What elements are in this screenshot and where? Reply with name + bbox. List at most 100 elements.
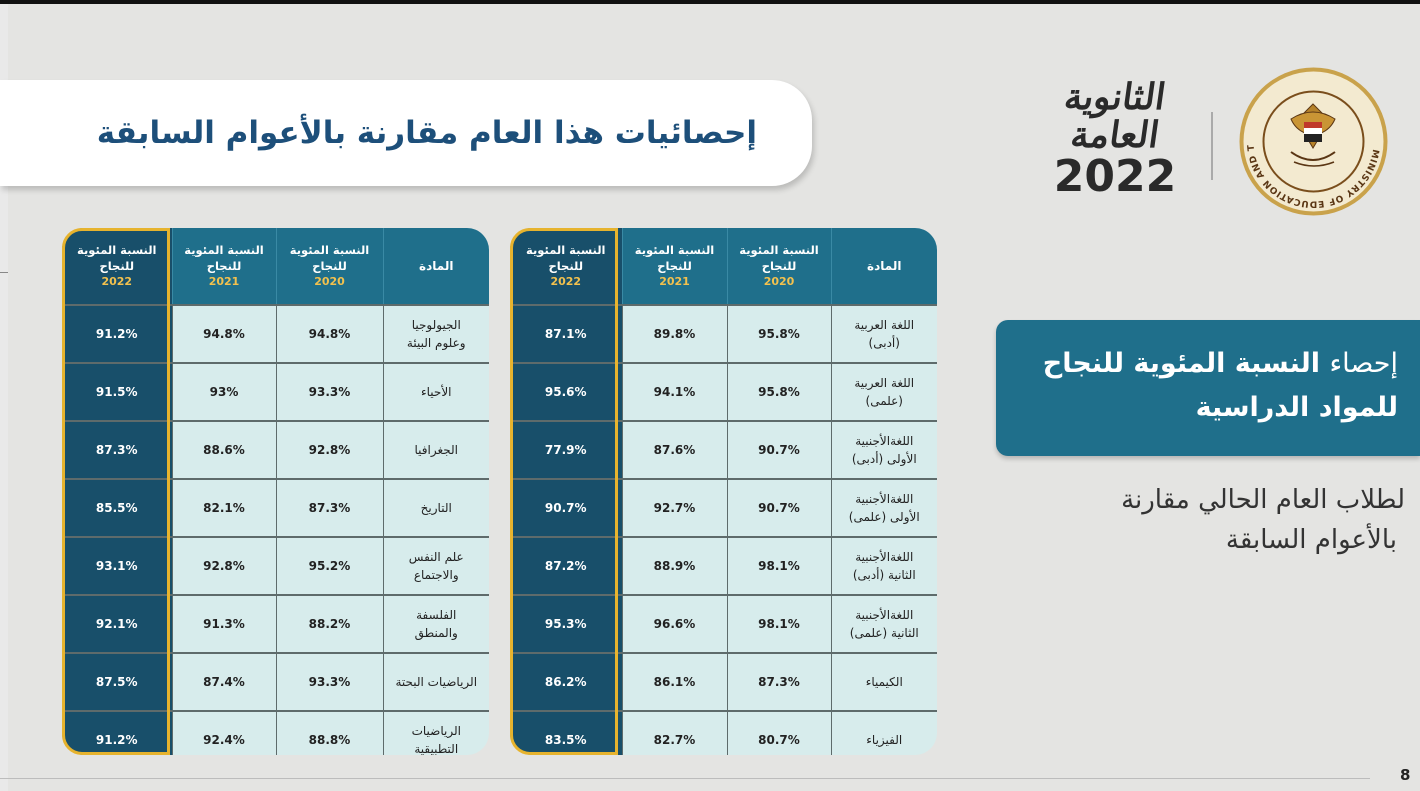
subject-cell: التاريخ	[382, 478, 489, 537]
value-2020: 95.8%	[726, 304, 831, 363]
value-2021: 92.7%	[621, 478, 727, 537]
value-2020: 87.3%	[275, 478, 383, 537]
page-number: 8	[1400, 766, 1411, 784]
table-row: الفلسفة والمنطق 88.2% 91.3% 92.1%	[62, 594, 489, 653]
table-row: اللغة العربية (أدبى) 95.8% 89.8% 87.1%	[510, 304, 937, 363]
subject-cell: علم النفس والاجتماع	[382, 536, 489, 595]
value-2020: 95.2%	[275, 536, 383, 595]
header-subject: المادة	[382, 228, 489, 305]
caption-line1-bold: النسبة المئوية للنجاح	[1042, 348, 1321, 379]
header-2022: النسبة المئوية للنجاح 2022	[510, 228, 622, 305]
subject-cell: اللغة العربية (علمى)	[830, 362, 937, 421]
subject-cell: الفلسفة والمنطق	[382, 594, 489, 653]
subject-cell: الجيولوجيا وعلوم البيئة	[382, 304, 489, 363]
value-2020: 87.3%	[726, 652, 831, 711]
table-row: الأحياء 93.3% 93% 91.5%	[62, 362, 489, 421]
value-2020: 90.7%	[726, 420, 831, 479]
value-2022: 77.9%	[510, 420, 622, 479]
subject-cell: الأحياء	[382, 362, 489, 421]
value-2022: 87.3%	[62, 420, 172, 479]
value-2022: 85.5%	[62, 478, 172, 537]
ministry-seal-icon: MINISTRY OF EDUCATION AND TECHNICAL EDUC…	[1236, 64, 1388, 216]
subtitle-line2: بالأعوام السابقة	[1225, 525, 1397, 555]
subtitle-text: لطلاب العام الحالي مقارنة بالأعوام الساب…	[1080, 480, 1405, 560]
value-2021: 91.3%	[171, 594, 276, 653]
value-2020: 92.8%	[275, 420, 383, 479]
value-2022: 92.1%	[62, 594, 172, 653]
value-2021: 94.1%	[621, 362, 727, 421]
caption-line2: للمواد الدراسية	[1195, 392, 1398, 423]
table-row: اللغةالأجنبية الثانية (أدبى) 98.1% 88.9% 87.…	[510, 536, 937, 595]
value-2022: 87.1%	[510, 304, 622, 363]
value-2022: 95.6%	[510, 362, 622, 421]
table-row: اللغة العربية (علمى) 95.8% 94.1% 95.6%	[510, 362, 937, 421]
value-2021: 92.8%	[171, 536, 276, 595]
page-title: إحصائيات هذا العام مقارنة بالأعوام الساب…	[96, 115, 757, 151]
value-2022: 93.1%	[62, 536, 172, 595]
table-header-row: المادة النسبة المئوية للنجاح 2020 النسبة ا…	[510, 228, 937, 305]
stats-caption-box: إحصاء النسبة المئوية للنجاح للمواد الدرا…	[996, 320, 1420, 456]
value-2022: 87.5%	[62, 652, 172, 711]
value-2022: 83.5%	[510, 710, 622, 755]
subject-cell: اللغةالأجنبية الثانية (أدبى)	[830, 536, 937, 595]
value-2020: 95.8%	[726, 362, 831, 421]
edge-tick	[0, 272, 8, 273]
header-2020: النسبة المئوية للنجاح 2020	[275, 228, 383, 305]
subject-cell: اللغةالأجنبية الأولى (علمى)	[830, 478, 937, 537]
value-2021: 87.6%	[621, 420, 727, 479]
table-row: الكيمياء 87.3% 86.1% 86.2%	[510, 652, 937, 711]
value-2020: 88.8%	[275, 710, 383, 755]
thanaweya-line1: الثانوية	[1061, 76, 1169, 118]
value-2021: 88.9%	[621, 536, 727, 595]
table-header-row: المادة النسبة المئوية للنجاح 2020 النسبة ا…	[62, 228, 489, 305]
value-2021: 82.1%	[171, 478, 276, 537]
value-2021: 82.7%	[621, 710, 727, 755]
value-2021: 94.8%	[171, 304, 276, 363]
subject-cell: الرياضيات التطبيقية	[382, 710, 489, 755]
value-2022: 90.7%	[510, 478, 622, 537]
logo-year: 2022	[1053, 151, 1177, 202]
value-2021: 86.1%	[621, 652, 727, 711]
stats-table-left: المادة النسبة المئوية للنجاح 2020 النسبة ا…	[62, 228, 489, 755]
subtitle-line1: لطلاب العام الحالي مقارنة	[1121, 485, 1405, 515]
value-2022: 91.2%	[62, 304, 172, 363]
value-2022: 95.3%	[510, 594, 622, 653]
value-2020: 94.8%	[275, 304, 383, 363]
value-2020: 93.3%	[275, 652, 383, 711]
header-2021: النسبة المئوية للنجاح 2021	[621, 228, 727, 305]
table-row: علم النفس والاجتماع 95.2% 92.8% 93.1%	[62, 536, 489, 595]
table-row: الفيزياء 80.7% 82.7% 83.5%	[510, 710, 937, 755]
value-2020: 90.7%	[726, 478, 831, 537]
top-border	[0, 0, 1420, 4]
subject-cell: الرياضيات البحتة	[382, 652, 489, 711]
value-2020: 88.2%	[275, 594, 383, 653]
left-edge	[0, 4, 8, 791]
header-2021: النسبة المئوية للنجاح 2021	[171, 228, 276, 305]
table-row: التاريخ 87.3% 82.1% 85.5%	[62, 478, 489, 537]
value-2020: 98.1%	[726, 536, 831, 595]
caption-line1-normal: إحصاء	[1329, 348, 1398, 379]
thanaweya-line2: العامة	[1068, 114, 1162, 156]
header-subject: المادة	[830, 228, 937, 305]
logo-separator	[1211, 112, 1213, 180]
table-row: الرياضيات البحتة 93.3% 87.4% 87.5%	[62, 652, 489, 711]
stats-table-right: المادة النسبة المئوية للنجاح 2020 النسبة ا…	[510, 228, 937, 755]
value-2022: 87.2%	[510, 536, 622, 595]
value-2021: 93%	[171, 362, 276, 421]
subject-cell: اللغةالأجنبية الثانية (علمى)	[830, 594, 937, 653]
value-2021: 89.8%	[621, 304, 727, 363]
table-row: الرياضيات التطبيقية 88.8% 92.4% 91.2%	[62, 710, 489, 755]
subject-cell: اللغة العربية (أدبى)	[830, 304, 937, 363]
title-banner: إحصائيات هذا العام مقارنة بالأعوام الساب…	[0, 80, 812, 186]
value-2022: 91.2%	[62, 710, 172, 755]
table-row: اللغةالأجنبية الأولى (علمى) 90.7% 92.7% 90.7…	[510, 478, 937, 537]
value-2020: 93.3%	[275, 362, 383, 421]
footer-rule	[0, 778, 1370, 779]
value-2022: 86.2%	[510, 652, 622, 711]
subject-cell: الكيمياء	[830, 652, 937, 711]
table-row: اللغةالأجنبية الأولى (أدبى) 90.7% 87.6% 77.9…	[510, 420, 937, 479]
value-2021: 96.6%	[621, 594, 727, 653]
header-2022: النسبة المئوية للنجاح 2022	[62, 228, 172, 305]
table-row: الجيولوجيا وعلوم البيئة 94.8% 94.8% 91.2%	[62, 304, 489, 363]
value-2022: 91.5%	[62, 362, 172, 421]
